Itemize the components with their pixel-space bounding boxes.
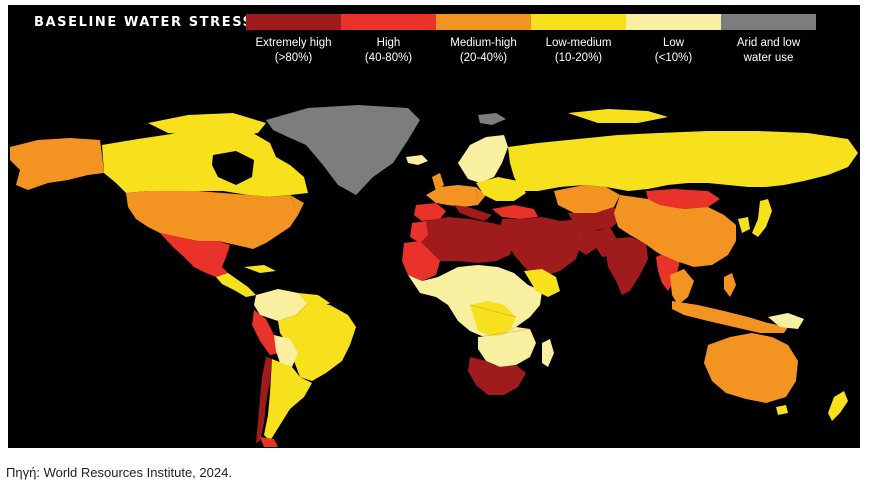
southeast-asia-mainland-region bbox=[656, 251, 680, 291]
india-region bbox=[606, 237, 648, 295]
iran-region bbox=[560, 219, 598, 255]
argentina-region bbox=[264, 359, 312, 441]
brazil-region bbox=[278, 303, 356, 381]
greenland-region bbox=[266, 105, 420, 195]
cuba-region bbox=[244, 265, 276, 273]
source-caption: Πηγή: World Resources Institute, 2024. bbox=[6, 465, 232, 480]
turkey-region bbox=[492, 205, 538, 219]
legend-item-medium-high: Medium-high (20-40%) bbox=[436, 14, 531, 74]
legend-swatch-extremely-high bbox=[246, 14, 341, 30]
legend-item-arid: Arid and low water use bbox=[721, 14, 816, 74]
papua-region bbox=[768, 313, 804, 329]
bolivia-region bbox=[274, 335, 298, 367]
eastern-europe-region bbox=[476, 177, 526, 201]
morocco-region bbox=[410, 221, 428, 243]
legend-item-extremely-high: Extremely high (>80%) bbox=[246, 14, 341, 74]
madagascar-region bbox=[542, 339, 554, 367]
north-africa-region bbox=[420, 217, 514, 263]
central-africa-region bbox=[470, 301, 516, 337]
indochina-region bbox=[670, 269, 694, 305]
australia-region bbox=[704, 333, 798, 403]
west-africa-sahara-region bbox=[402, 241, 440, 281]
legend-swatch-low-medium bbox=[531, 14, 626, 30]
map-title: BASELINE WATER STRESS bbox=[34, 15, 254, 30]
new-zealand-region bbox=[828, 391, 848, 421]
italy-balkans-region bbox=[454, 205, 492, 221]
legend-label-medium-high: Medium-high (20-40%) bbox=[450, 37, 517, 64]
tasmania-region bbox=[776, 405, 788, 415]
legend-label-low: Low (<10%) bbox=[654, 37, 693, 64]
middle-east-region bbox=[500, 217, 582, 277]
legend-swatch-medium-high bbox=[436, 14, 531, 30]
legend-swatch-arid bbox=[721, 14, 816, 30]
china-region bbox=[614, 195, 736, 267]
world-map bbox=[8, 100, 860, 448]
mongolia-region bbox=[646, 189, 720, 209]
russia-arctic-islands bbox=[568, 109, 668, 123]
tierra-del-fuego-region bbox=[260, 437, 278, 447]
legend-item-high: High (40-80%) bbox=[341, 14, 436, 74]
venezuela-colombia-region bbox=[254, 289, 308, 321]
kazakhstan-region bbox=[554, 185, 620, 213]
legend-item-low-medium: Low-medium (10-20%) bbox=[531, 14, 626, 74]
japan-region bbox=[752, 199, 772, 237]
philippines-region bbox=[724, 273, 736, 297]
canada-arctic-islands bbox=[148, 113, 266, 137]
alaska-region bbox=[10, 138, 104, 190]
legend-item-low: Low (<10%) bbox=[626, 14, 721, 74]
map-legend: Extremely high (>80%) High (40-80%) Medium… bbox=[246, 14, 816, 74]
mexico-region bbox=[160, 233, 230, 277]
uk-region bbox=[432, 173, 444, 191]
peru-region bbox=[252, 310, 280, 355]
legend-swatch-low bbox=[626, 14, 721, 30]
legend-label-low-medium: Low-medium (10-20%) bbox=[545, 37, 612, 64]
water-stress-map-panel: BASELINE WATER STRESS Extremely high (>80… bbox=[8, 5, 860, 448]
usa-region bbox=[126, 191, 304, 249]
legend-label-extremely-high: Extremely high (>80%) bbox=[255, 37, 332, 64]
southern-africa-region bbox=[478, 327, 536, 367]
hudson-bay-water bbox=[212, 151, 254, 185]
scandinavia-region bbox=[458, 135, 508, 183]
horn-africa-region bbox=[524, 269, 560, 297]
legend-swatch-high bbox=[341, 14, 436, 30]
legend-label-arid: Arid and low water use bbox=[736, 37, 801, 64]
russia-region bbox=[508, 131, 858, 191]
legend-label-high: High (40-80%) bbox=[364, 37, 413, 64]
canada-region bbox=[102, 131, 308, 197]
indonesia-region bbox=[672, 301, 788, 333]
south-africa-region bbox=[468, 357, 526, 395]
svalbard-region bbox=[478, 113, 506, 125]
central-america-region bbox=[216, 273, 256, 297]
iceland-region bbox=[406, 155, 428, 165]
iberia-region bbox=[414, 203, 446, 221]
korea-region bbox=[738, 217, 750, 233]
chile-region bbox=[256, 357, 272, 443]
western-europe-region bbox=[426, 185, 486, 207]
